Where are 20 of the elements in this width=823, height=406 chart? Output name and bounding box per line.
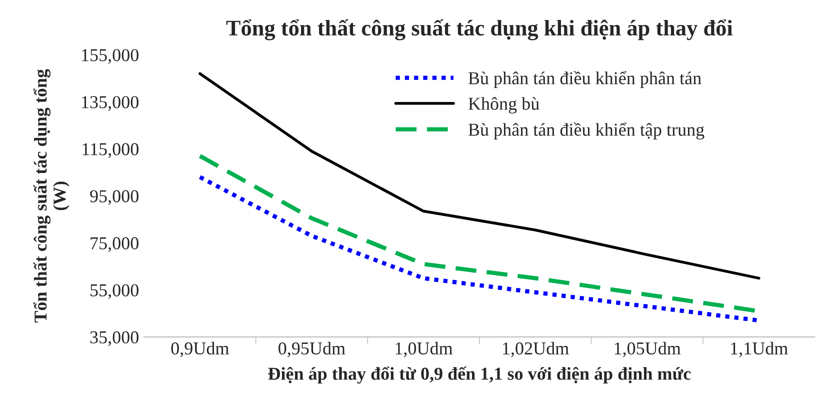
x-tick-label: 1,05Udm: [614, 342, 681, 358]
y-axis-title: Tổn thất công suất tác dụng tổng (W): [33, 69, 70, 323]
y-tick-label: 55,000: [90, 284, 138, 299]
x-tick-label: 1,0Udm: [396, 342, 453, 358]
x-tick-label: 0,95Udm: [278, 342, 346, 358]
legend-label: Bù phân tán điều khiển tập trung: [468, 122, 704, 140]
y-tick-label: 75,000: [90, 237, 138, 252]
x-tick-label: 1,1Udm: [731, 342, 788, 358]
legend-label: Không bù: [468, 97, 540, 114]
y-tick-label: 35,000: [90, 331, 138, 346]
x-tick-label: 1,02Udm: [503, 342, 569, 358]
chart-title: Tổng tổn thất công suất tác dụng khi điện áp thay đổi: [226, 19, 733, 40]
x-tick-label: 0,9Udm: [171, 342, 229, 358]
y-tick-label: 135,000: [82, 96, 138, 111]
y-tick-label: 155,000: [82, 49, 138, 64]
y-tick-label: 115,000: [82, 143, 138, 158]
line-series: [198, 72, 760, 280]
x-axis-title: Điện áp thay đổi từ 0,9 đến 1,1 so với điện áp định mức: [268, 366, 691, 384]
legend-label: Bù phân tán điều khiển phân tán: [468, 71, 702, 88]
y-tick-label: 95,000: [90, 190, 138, 205]
